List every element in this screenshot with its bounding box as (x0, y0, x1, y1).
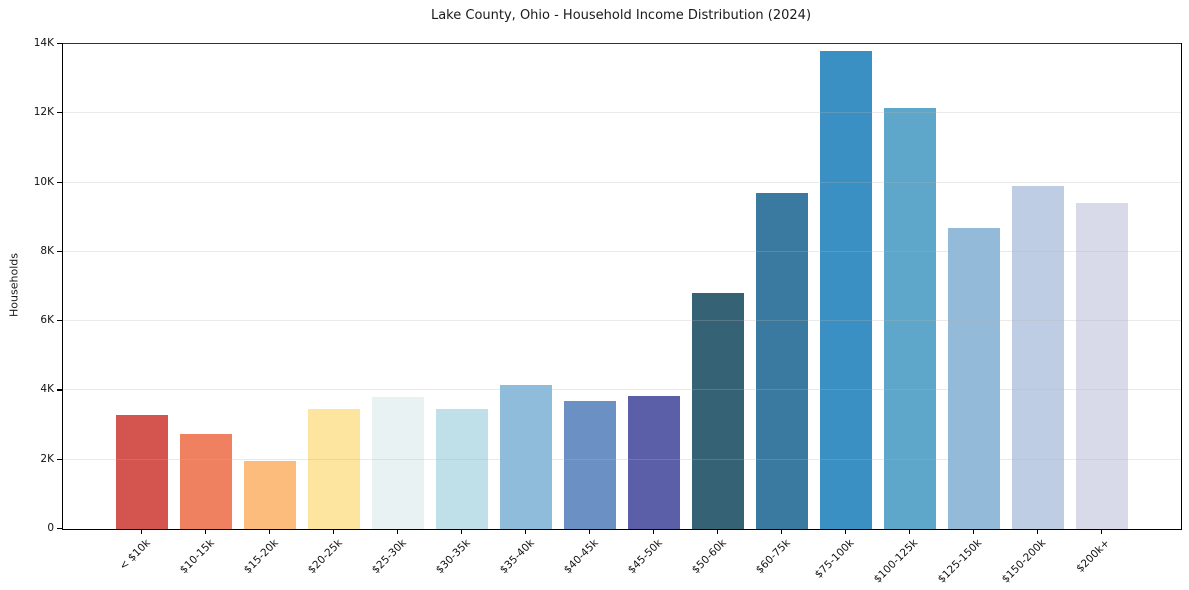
x-tick-mark (1101, 529, 1103, 534)
x-tick-label: $10-15k (177, 537, 217, 577)
x-tick-label: $60-75k (753, 537, 793, 577)
y-axis-label: Households (7, 253, 21, 317)
gridline (63, 181, 1181, 183)
chart-title: Lake County, Ohio - Household Income Dis… (430, 8, 812, 23)
x-tick-mark (397, 529, 399, 534)
y-tick-label: 12K (33, 106, 54, 119)
x-tick-mark (269, 529, 271, 534)
x-tick-label: $75-100k (812, 537, 857, 581)
y-tick-label: 0 (47, 522, 54, 534)
y-tick-mark (57, 528, 62, 530)
x-tick-mark (653, 529, 655, 534)
y-tick-label: 14K (33, 37, 54, 49)
x-tick-mark (205, 529, 207, 534)
x-tick-label: $30-35k (433, 537, 473, 577)
bar-7 (564, 400, 616, 529)
gridline (63, 112, 1181, 114)
x-tick-mark (845, 529, 847, 534)
x-tick-label: $35-40k (497, 537, 537, 577)
x-tick-label: $50-60k (689, 537, 729, 577)
bar-11 (820, 50, 872, 529)
x-tick-mark (525, 529, 527, 534)
x-tick-label: $25-30k (369, 537, 409, 577)
plot-area (62, 43, 1182, 530)
x-tick-mark (1037, 529, 1039, 534)
y-tick-mark (57, 112, 62, 114)
y-tick-label: 8K (40, 244, 54, 257)
x-tick-mark (717, 529, 719, 534)
gridline (63, 43, 1181, 44)
x-tick-label: $200k+ (1074, 537, 1113, 575)
x-tick-mark (973, 529, 975, 534)
x-tick-label: $40-45k (561, 537, 601, 577)
y-tick-label: 6K (40, 314, 54, 327)
bar-1 (180, 433, 232, 529)
y-tick-mark (57, 250, 62, 253)
y-tick-mark (57, 43, 62, 45)
y-tick-label: 10K (33, 175, 54, 188)
bar-2 (244, 461, 296, 529)
y-tick-mark (57, 389, 62, 391)
y-tick-mark (57, 320, 62, 322)
y-tick-mark (57, 181, 62, 183)
x-tick-mark (589, 529, 591, 534)
y-tick-label: 2K (40, 452, 54, 465)
x-tick-label: $125-150k (935, 537, 985, 586)
x-tick-mark (781, 529, 783, 534)
bar-9 (692, 293, 744, 529)
x-tick-label: < $10k (116, 537, 153, 573)
y-tick-mark (57, 458, 62, 460)
x-tick-label: $100-125k (871, 537, 921, 586)
bar-12 (884, 108, 936, 529)
x-tick-label: $15-20k (241, 537, 281, 577)
bar-5 (436, 409, 488, 529)
x-tick-mark (461, 529, 463, 534)
bar-4 (372, 397, 424, 529)
bar-3 (308, 409, 360, 529)
y-tick-label: 4K (40, 383, 54, 396)
bar-15 (1076, 203, 1128, 529)
bar-8 (628, 395, 680, 529)
x-tick-label: $20-25k (305, 537, 345, 577)
bar-0 (116, 414, 168, 529)
bar-6 (500, 385, 552, 529)
bar-14 (1012, 186, 1064, 529)
x-tick-mark (141, 529, 143, 534)
bar-10 (756, 192, 808, 529)
x-tick-label: $150-200k (999, 537, 1049, 586)
x-tick-mark (333, 529, 335, 534)
x-tick-mark (909, 529, 911, 534)
x-tick-label: $45-50k (625, 537, 665, 577)
bar-13 (948, 227, 1000, 529)
